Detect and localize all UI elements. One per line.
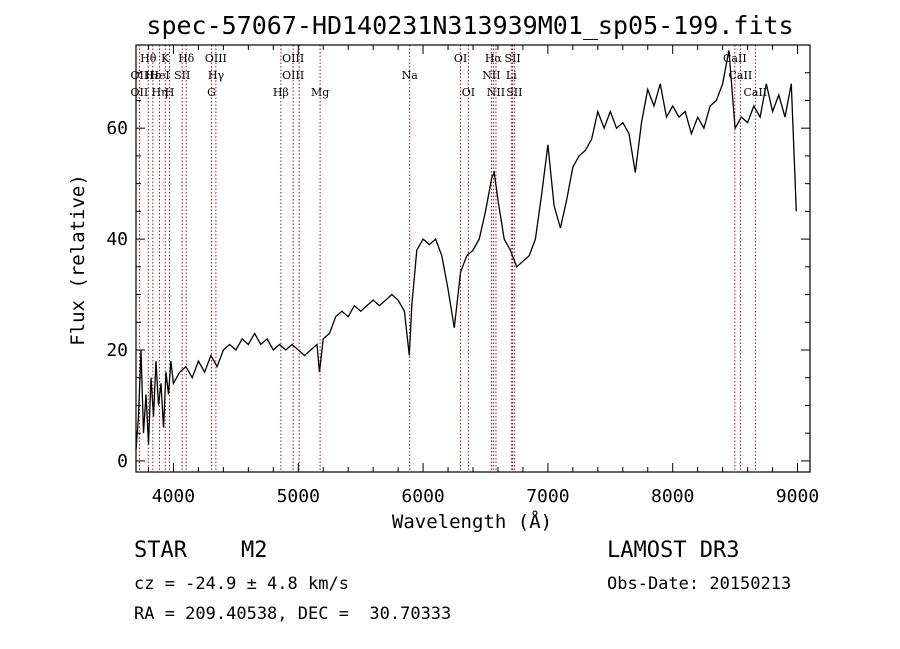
line-marker-label: Hα <box>485 52 503 65</box>
line-marker-label: OIII <box>205 52 227 65</box>
line-marker-label: G <box>207 86 216 99</box>
x-tick-label: 5000 <box>277 486 320 507</box>
y-axis: 0 20 40 60 <box>106 72 810 472</box>
y-tick-label: 60 <box>106 118 128 139</box>
line-marker-label: Na <box>402 69 419 82</box>
line-marker-label: Hβ <box>273 86 289 99</box>
line-marker-label: OII <box>131 69 149 82</box>
line-marker-label: K <box>161 52 170 65</box>
line-marker-label: HeI <box>149 69 169 82</box>
line-marker-label: OIII <box>282 69 304 82</box>
sky-coordinates: RA = 209.40538, DEC = 30.70333 <box>134 604 452 624</box>
line-marker-label: OI <box>454 52 467 65</box>
chart-title: spec-57067-HD140231N313939M01_sp05-199.f… <box>146 11 793 40</box>
line-marker-group <box>138 45 756 472</box>
line-marker-label: SII <box>504 52 520 65</box>
y-axis-label: Flux (relative) <box>67 174 89 346</box>
line-marker-label: Li <box>506 69 517 82</box>
line-marker-label: Hε <box>145 69 161 82</box>
line-marker-label: CaII <box>729 69 753 82</box>
line-marker-label: OI <box>462 86 475 99</box>
line-marker-label: SII <box>174 69 190 82</box>
x-tick-label: 8000 <box>651 486 694 507</box>
line-marker-label: Hη <box>151 86 167 99</box>
survey-name: LAMOST DR3 <box>607 538 740 563</box>
line-marker-label: Hδ <box>178 52 195 65</box>
line-marker-label: H <box>165 86 175 99</box>
object-subclass: M2 <box>241 538 268 563</box>
line-marker-label: CaII <box>743 86 767 99</box>
x-tick-label: 6000 <box>401 486 444 507</box>
line-marker-label: Hγ <box>208 69 225 82</box>
line-marker-label: OII <box>131 86 149 99</box>
line-marker-label: OIII <box>282 52 304 65</box>
object-type: STAR <box>134 538 187 563</box>
observation-date: Obs-Date: 20150213 <box>607 574 792 594</box>
spectrum-line <box>135 50 797 450</box>
line-marker-label: Mg <box>311 86 329 99</box>
x-axis-label: Wavelength (Å) <box>392 510 552 533</box>
x-tick-label: 7000 <box>526 486 569 507</box>
line-marker-label: NII <box>482 69 500 82</box>
line-marker-label: SII <box>506 86 522 99</box>
y-tick-label: 40 <box>106 229 128 250</box>
x-axis: 4000 5000 6000 7000 8000 9000 <box>147 45 819 507</box>
line-marker-label: NII <box>487 86 505 99</box>
y-tick-label: 20 <box>106 340 128 361</box>
line-marker-label: Hθ <box>140 52 157 65</box>
redshift-velocity: cz = -24.9 ± 4.8 km/s <box>134 574 349 594</box>
x-tick-label: 4000 <box>152 486 195 507</box>
y-tick-label: 0 <box>117 451 128 472</box>
x-tick-label: 9000 <box>776 486 819 507</box>
